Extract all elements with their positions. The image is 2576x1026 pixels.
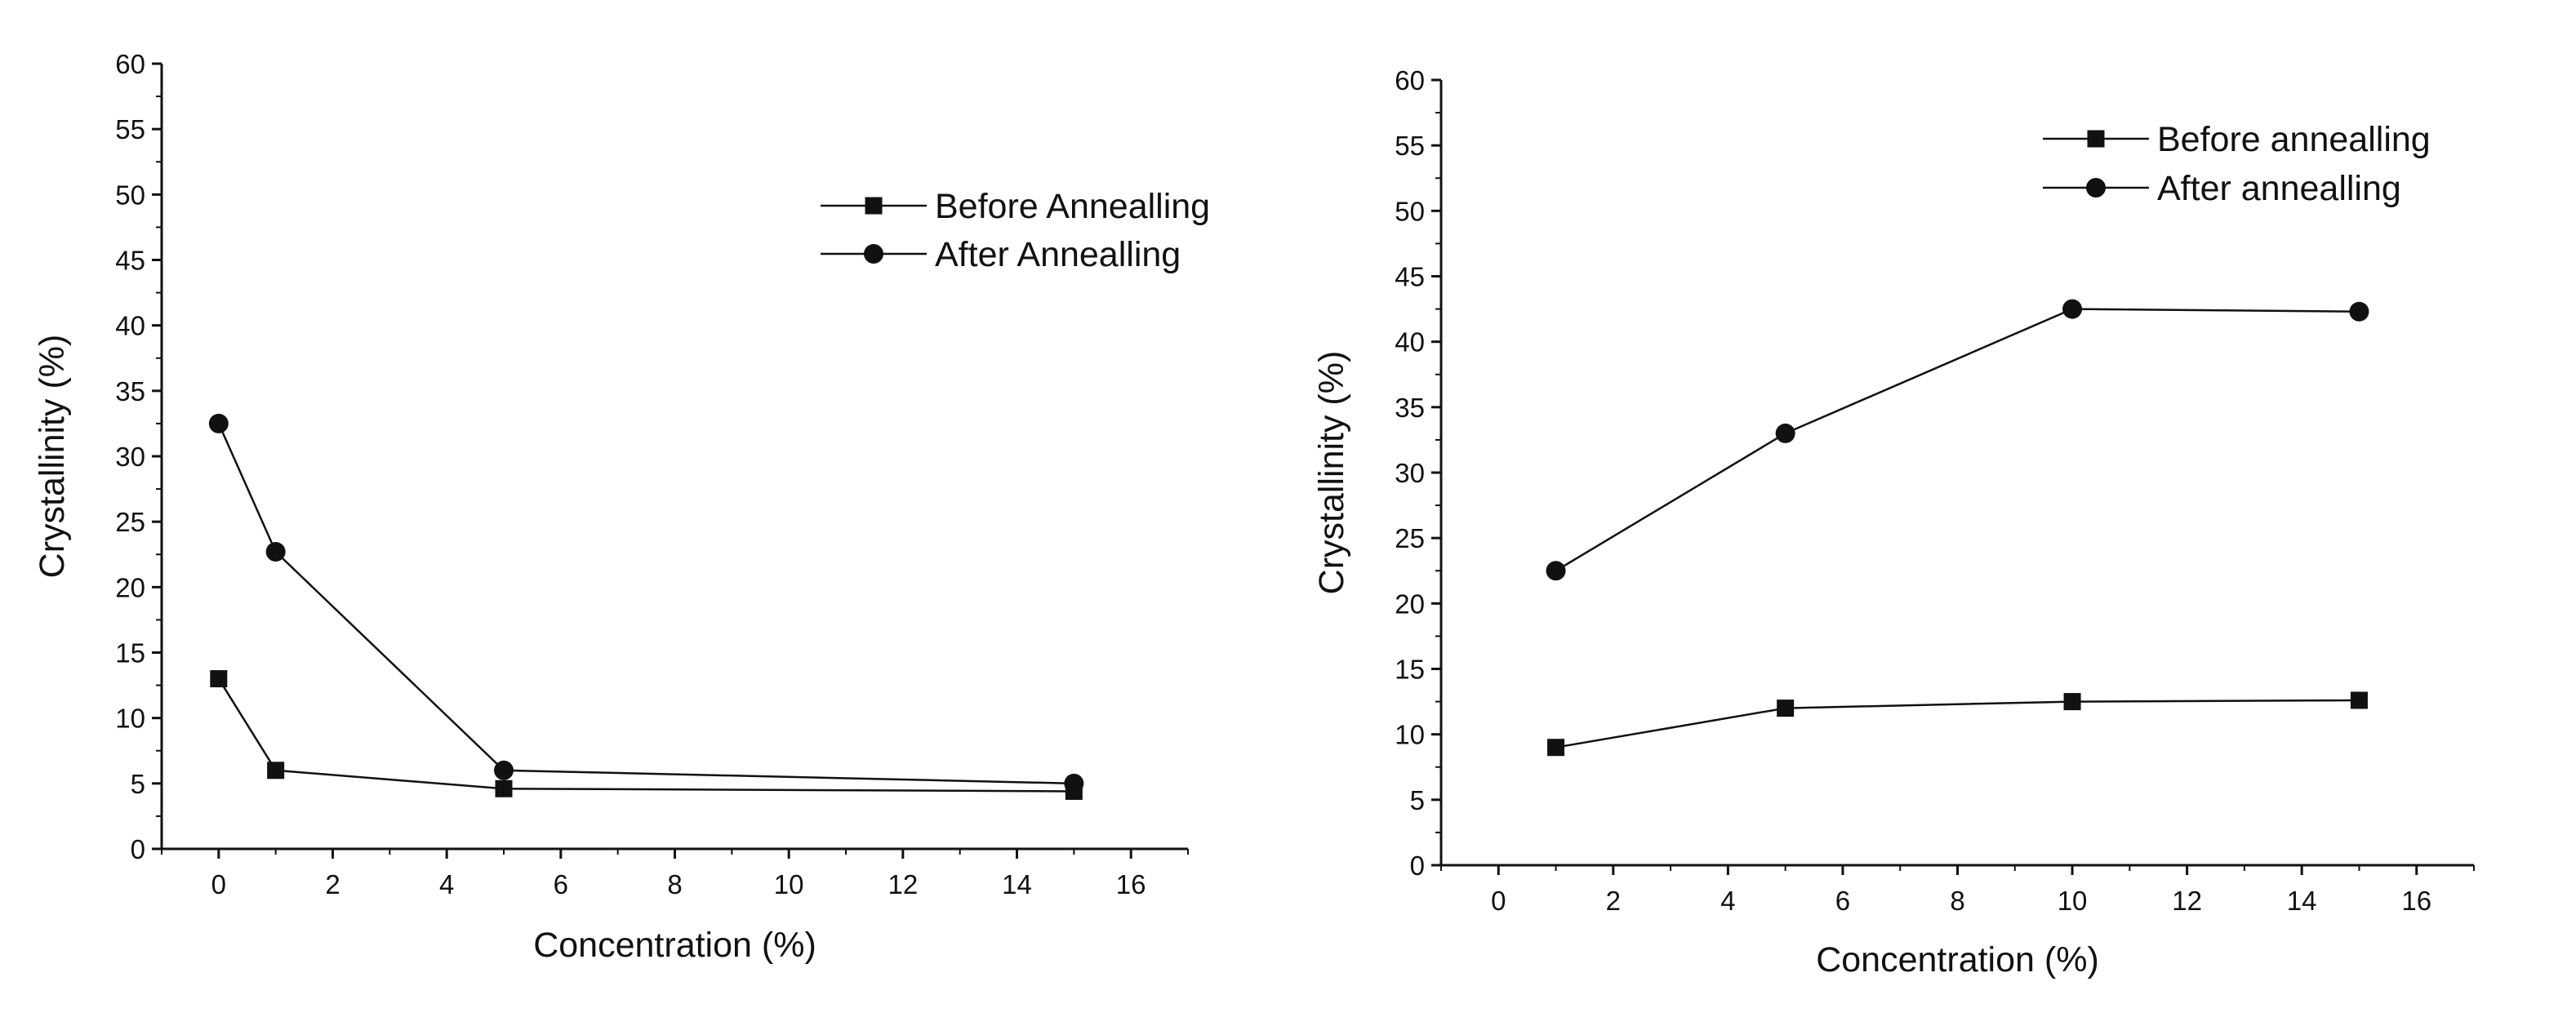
x-tick-label: 10 <box>2058 886 2088 916</box>
y-tick-label: 20 <box>115 572 145 602</box>
data-point <box>265 542 286 562</box>
x-tick-label: 0 <box>211 869 226 899</box>
data-point <box>1777 700 1795 717</box>
y-tick-label: 35 <box>115 376 145 406</box>
x-tick-label: 12 <box>2172 886 2202 916</box>
legend-label: Before Annealling <box>935 187 1210 226</box>
legend-marker <box>864 244 883 264</box>
y-tick-label: 10 <box>1395 720 1425 750</box>
x-tick-label: 8 <box>667 869 682 899</box>
series-square <box>1547 691 2368 757</box>
y-tick-label: 0 <box>1410 851 1425 881</box>
y-tick-label: 40 <box>115 311 145 341</box>
data-point <box>1547 739 1565 757</box>
data-point <box>1546 561 1566 581</box>
x-axis-title: Concentration (%) <box>1816 940 2099 979</box>
x-tick-label: 4 <box>1720 886 1735 916</box>
legend-entry: Before Annealling <box>821 187 1210 226</box>
data-point <box>208 413 229 433</box>
x-tick-label: 2 <box>325 869 340 899</box>
chart-2: 0 5 10 15 20 25 30 35 40 45 50 55 60 0 2 4 6 8 10 12 14 16 Con… <box>1312 65 2475 979</box>
y-tick-label: 50 <box>115 180 145 210</box>
legend-marker <box>2087 130 2105 148</box>
data-point <box>2350 691 2368 709</box>
y-tick-label: 60 <box>1395 65 1425 95</box>
x-tick-label: 2 <box>1606 886 1621 916</box>
legend-label: After Annealling <box>935 235 1181 274</box>
series-circle <box>208 413 1084 793</box>
data-point <box>2062 299 2083 319</box>
y-tick-label: 0 <box>131 834 145 864</box>
y-tick-label: 60 <box>115 49 145 79</box>
data-point <box>2349 301 2369 322</box>
data-point <box>210 670 228 688</box>
y-axis-title: Crystallinity (%) <box>33 335 72 579</box>
y-tick-label: 50 <box>1395 196 1425 226</box>
legend-entry: After Annealling <box>821 235 1181 274</box>
legend-entry: Before annealling <box>2043 120 2431 159</box>
y-tick-label: 15 <box>115 638 145 668</box>
y-tick-label: 55 <box>115 114 145 144</box>
series-line <box>217 423 1074 785</box>
y-tick-label: 55 <box>1395 131 1425 161</box>
x-tick-label: 16 <box>2401 886 2431 916</box>
x-tick-label: 10 <box>774 869 804 899</box>
y-tick-label: 15 <box>1395 655 1425 685</box>
x-tick-label: 14 <box>2287 886 2317 916</box>
legend-marker <box>2086 178 2106 198</box>
series-line <box>1555 699 2360 748</box>
y-tick-label: 30 <box>1395 458 1425 488</box>
x-tick-label: 12 <box>888 869 918 899</box>
y-tick-label: 25 <box>115 507 145 537</box>
legend-label: Before annealling <box>2157 120 2431 159</box>
y-tick-label: 10 <box>115 704 145 734</box>
legend-entry: After annealling <box>2043 169 2401 208</box>
x-tick-label: 0 <box>1491 886 1506 916</box>
x-tick-label: 16 <box>1116 869 1146 899</box>
x-tick-label: 14 <box>1002 869 1032 899</box>
series-line <box>217 677 1074 793</box>
y-tick-label: 30 <box>115 442 145 472</box>
y-tick-label: 5 <box>1410 785 1425 815</box>
y-tick-label: 5 <box>131 769 145 799</box>
legend-label: After annealling <box>2157 169 2401 208</box>
series-line <box>1555 308 2360 572</box>
data-point <box>1064 773 1084 793</box>
x-tick-label: 6 <box>554 869 568 899</box>
legend-marker <box>865 197 883 215</box>
y-tick-label: 40 <box>1395 327 1425 358</box>
y-axis-title: Crystallinity (%) <box>1312 351 1351 595</box>
x-tick-label: 8 <box>1950 886 1964 916</box>
y-tick-label: 25 <box>1395 523 1425 553</box>
data-point <box>2063 693 2081 711</box>
chart-1: 0 5 10 15 20 25 30 35 40 45 50 55 60 0 2 4 6 8 10 12 14 16 Con… <box>33 49 1210 965</box>
y-tick-label: 45 <box>1395 262 1425 292</box>
data-point <box>495 779 513 797</box>
data-point <box>267 762 285 779</box>
y-tick-label: 45 <box>115 246 145 276</box>
x-tick-label: 6 <box>1835 886 1850 916</box>
series-circle <box>1546 299 2369 581</box>
y-tick-label: 20 <box>1395 589 1425 619</box>
data-point <box>494 760 514 780</box>
x-tick-label: 4 <box>439 869 454 899</box>
x-axis-title: Concentration (%) <box>533 926 816 965</box>
data-point <box>1775 423 1795 443</box>
y-tick-label: 35 <box>1395 393 1425 423</box>
